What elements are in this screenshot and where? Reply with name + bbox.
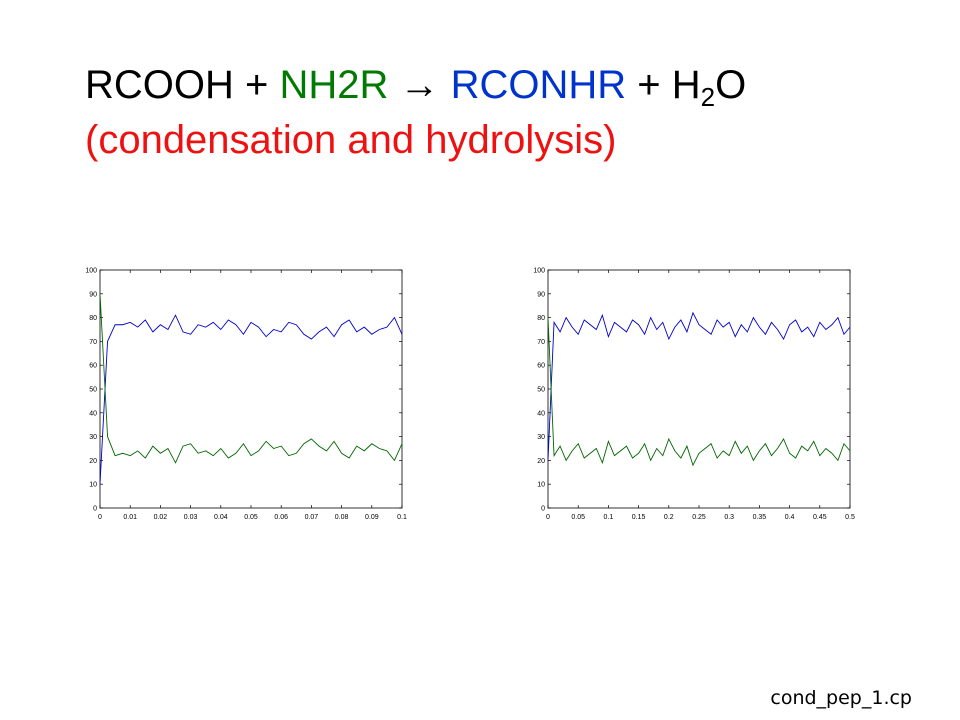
x-tick-label: 0.06 [274,514,288,521]
data-line [547,317,851,467]
title-part: O [715,63,746,107]
y-tick-label: 70 [89,339,97,346]
x-tick-label: 0.1 [397,514,407,521]
y-tick-label: 60 [537,363,545,370]
x-tick-label: 0.09 [365,514,379,521]
x-tick-label: 0.07 [305,514,319,521]
x-tick-label: 0.45 [813,514,827,521]
x-tick-label: 0.2 [664,514,674,521]
x-tick-label: 0.01 [123,514,137,521]
x-tick-label: 0.35 [753,514,767,521]
x-tick-label: 0.05 [571,514,585,521]
x-tick-label: 0.03 [184,514,198,521]
y-tick-label: 40 [89,410,97,417]
y-tick-label: 20 [537,458,545,465]
y-tick-label: 40 [537,410,545,417]
y-tick-label: 90 [537,291,545,298]
y-tick-label: 50 [89,387,97,394]
title-part: RCOOH + [85,63,279,107]
footer: cond_pep_1.cp [770,687,912,709]
y-tick-label: 60 [89,363,97,370]
y-tick-label: 80 [89,315,97,322]
title-part: NH2R [279,63,388,107]
y-tick-label: 20 [89,458,97,465]
y-tick-label: 100 [533,268,545,275]
y-tick-label: 80 [537,315,545,322]
y-tick-label: 0 [93,506,97,513]
y-tick-label: 70 [537,339,545,346]
data-line [99,314,403,485]
x-tick-label: 0.15 [632,514,646,521]
x-tick-label: 0 [546,514,550,521]
x-tick-label: 0.5 [845,514,855,521]
y-tick-label: 0 [541,506,545,513]
y-tick-label: 10 [537,482,545,489]
x-tick-label: 0.4 [785,514,795,521]
x-tick-label: 0.02 [154,514,168,521]
y-tick-label: 30 [537,434,545,441]
y-tick-label: 50 [537,387,545,394]
x-tick-label: 0.1 [604,514,614,521]
y-tick-label: 30 [89,434,97,441]
data-line [99,293,403,464]
x-tick-label: 0 [98,514,102,521]
y-tick-label: 90 [89,291,97,298]
x-tick-label: 0.08 [335,514,349,521]
data-line [547,311,851,461]
x-tick-label: 0.05 [244,514,258,521]
title-part: RCONHR [451,63,627,107]
x-tick-label: 0.25 [692,514,706,521]
y-tick-label: 10 [89,482,97,489]
title: RCOOH + NH2R → RCONHR + H2O [85,63,746,112]
title-part: + H [626,63,700,107]
x-tick-label: 0.3 [724,514,734,521]
y-tick-label: 100 [85,268,97,275]
title-part: 2 [701,82,715,112]
title-part: → [388,63,450,107]
x-tick-label: 0.04 [214,514,228,521]
subtitle: (condensation and hydrolysis) [85,118,616,162]
